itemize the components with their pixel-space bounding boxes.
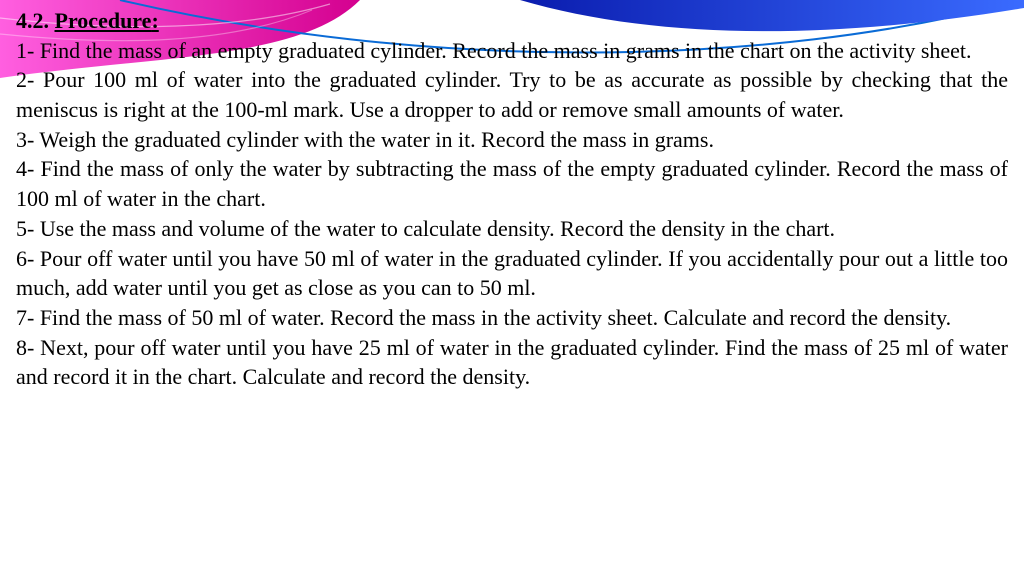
heading-colon: : [151, 8, 158, 33]
heading-title: Procedure [55, 8, 152, 33]
slide: 4.2. Procedure: 1- Find the mass of an e… [0, 0, 1024, 576]
procedure-step: 3- Weigh the graduated cylinder with the… [16, 125, 1008, 155]
procedure-step: 7- Find the mass of 50 ml of water. Reco… [16, 303, 1008, 333]
procedure-step: 5- Use the mass and volume of the water … [16, 214, 1008, 244]
section-heading: 4.2. Procedure: [16, 6, 1008, 36]
heading-number: 4.2. [16, 8, 49, 33]
procedure-step: 4- Find the mass of only the water by su… [16, 154, 1008, 213]
procedure-step: 1- Find the mass of an empty graduated c… [16, 36, 1008, 66]
content-area: 4.2. Procedure: 1- Find the mass of an e… [16, 6, 1008, 392]
procedure-step: 8- Next, pour off water until you have 2… [16, 333, 1008, 392]
procedure-step: 2- Pour 100 ml of water into the graduat… [16, 65, 1008, 124]
procedure-step: 6- Pour off water until you have 50 ml o… [16, 244, 1008, 303]
